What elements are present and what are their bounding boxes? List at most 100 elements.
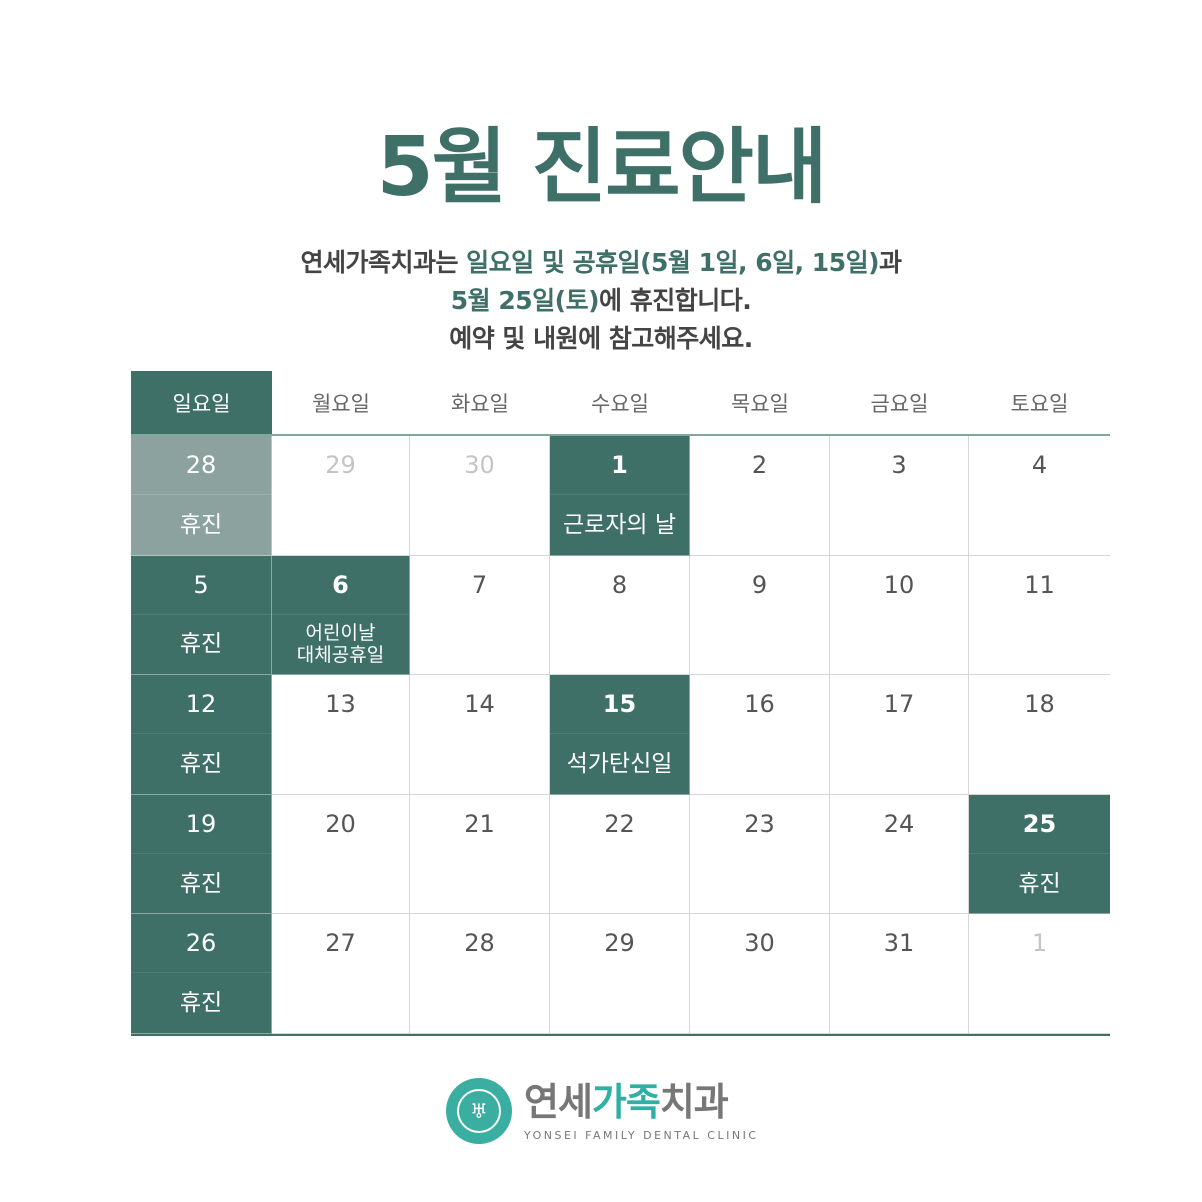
day-number: 31 bbox=[883, 929, 915, 958]
day-label: 휴진 bbox=[131, 972, 271, 1033]
calendar-day: 20 bbox=[272, 794, 410, 915]
day-label bbox=[969, 494, 1110, 555]
day-label: 휴진 bbox=[131, 733, 271, 794]
calendar-grid: 28 휴진 29 30 1 근로자의 날 2 3 4 5 휴진 6 어린이날 대체공휴일 7 8 9 10 11 1… bbox=[131, 436, 1110, 1036]
logo-korean: 연세가족치과 bbox=[524, 1079, 729, 1124]
day-number: 1 bbox=[1031, 929, 1048, 958]
day-number: 18 bbox=[1024, 690, 1055, 719]
page-title: 5월 진료안내 bbox=[376, 120, 828, 215]
weekday-header-cell: 월요일 bbox=[312, 391, 370, 416]
notice-text: 에 휴진합니다. bbox=[599, 286, 752, 315]
day-number: 5 bbox=[193, 570, 209, 599]
calendar-day: 3 bbox=[830, 436, 969, 556]
calendar-day: 6 어린이날 대체공휴일 bbox=[272, 555, 410, 676]
day-label: 어린이날 대체공휴일 bbox=[272, 613, 409, 675]
clinic-logo: ♅ 연세가족치과 YONSEI FAMILY DENTAL CLINIC bbox=[446, 1078, 759, 1144]
day-number: 30 bbox=[464, 451, 495, 479]
day-label: 휴진 bbox=[131, 494, 271, 555]
calendar-day: 26 휴진 bbox=[131, 914, 272, 1034]
day-label bbox=[272, 853, 409, 914]
yonsei-seal-icon: ♅ bbox=[446, 1078, 512, 1144]
calendar-day: 27 bbox=[272, 914, 410, 1034]
calendar-day: 8 bbox=[550, 555, 690, 676]
weekday-header-cell: 토요일 bbox=[1010, 391, 1069, 416]
day-number: 29 bbox=[325, 451, 356, 479]
day-number: 24 bbox=[883, 809, 915, 838]
weekday-header: 일요일 월요일 화요일 수요일 목요일 금요일 토요일 bbox=[131, 371, 1110, 436]
calendar-day: 18 bbox=[969, 675, 1110, 795]
day-number: 16 bbox=[744, 690, 775, 719]
calendar-day: 7 bbox=[410, 555, 550, 676]
day-number: 17 bbox=[883, 690, 915, 719]
calendar-day: 14 bbox=[410, 675, 550, 795]
closure-notice: 연세가족치과는 일요일 및 공휴일(5월 1일, 6일, 15일)과 5월 25… bbox=[0, 244, 1202, 358]
day-number: 8 bbox=[611, 570, 628, 599]
calendar-day: 31 bbox=[830, 914, 969, 1034]
calendar-day: 1 bbox=[969, 914, 1110, 1034]
weekday-header-cell: 화요일 bbox=[451, 391, 509, 416]
notice-highlight: 일요일 및 공휴일(5월 1일, 6일, 15일) bbox=[466, 248, 880, 277]
day-number: 7 bbox=[471, 570, 488, 599]
day-number: 11 bbox=[1024, 570, 1055, 599]
notice-text: 연세가족치과는 bbox=[300, 248, 467, 277]
weekday-header-cell: 목요일 bbox=[731, 391, 789, 416]
notice-line-2: 5월 25일(토)에 휴진합니다. bbox=[0, 282, 1202, 320]
day-number: 29 bbox=[604, 929, 635, 958]
day-label bbox=[969, 733, 1110, 794]
day-label: 석가탄신일 bbox=[550, 733, 689, 794]
logo-english: YONSEI FAMILY DENTAL CLINIC bbox=[524, 1128, 759, 1142]
day-number: 2 bbox=[751, 451, 768, 479]
calendar-day: 15 석가탄신일 bbox=[550, 675, 690, 795]
day-label bbox=[830, 733, 968, 794]
day-label bbox=[830, 972, 968, 1033]
day-label: 근로자의 날 bbox=[550, 494, 689, 555]
day-label bbox=[410, 733, 549, 794]
day-label bbox=[969, 972, 1110, 1033]
notice-text: 과 bbox=[879, 248, 902, 277]
day-number: 25 bbox=[1022, 809, 1057, 838]
day-label bbox=[410, 972, 549, 1033]
calendar-day: 22 bbox=[550, 794, 690, 915]
day-label bbox=[830, 853, 968, 914]
day-number: 20 bbox=[325, 809, 356, 838]
day-number: 1 bbox=[611, 451, 628, 479]
day-number: 26 bbox=[185, 929, 217, 958]
calendar-day: 4 bbox=[969, 436, 1110, 556]
calendar-day: 2 bbox=[690, 436, 830, 556]
day-number: 23 bbox=[744, 809, 775, 838]
calendar-day: 13 bbox=[272, 675, 410, 795]
day-label bbox=[690, 972, 829, 1033]
calendar-day: 16 bbox=[690, 675, 830, 795]
day-number: 30 bbox=[744, 929, 775, 958]
notice-line-3: 예약 및 내원에 참고해주세요. bbox=[449, 324, 753, 353]
day-number: 19 bbox=[185, 809, 217, 838]
calendar-day: 28 bbox=[410, 914, 550, 1034]
day-number: 12 bbox=[185, 690, 217, 719]
day-label: 휴진 bbox=[131, 613, 271, 675]
day-number: 3 bbox=[891, 451, 907, 479]
calendar-day: 24 bbox=[830, 794, 969, 915]
notice-highlight: 5월 25일(토) bbox=[450, 286, 600, 315]
calendar-day: 28 휴진 bbox=[131, 436, 272, 556]
weekday-header-cell: 일요일 bbox=[131, 371, 272, 434]
calendar-day: 30 bbox=[410, 436, 550, 556]
day-label bbox=[969, 614, 1110, 675]
calendar-day: 12 휴진 bbox=[131, 675, 272, 795]
day-number: 6 bbox=[332, 570, 349, 599]
day-number: 28 bbox=[464, 929, 495, 958]
day-label bbox=[690, 733, 829, 794]
day-label bbox=[410, 853, 549, 914]
calendar-day: 9 bbox=[690, 555, 830, 676]
calendar-day: 21 bbox=[410, 794, 550, 915]
day-number: 13 bbox=[325, 690, 356, 719]
day-label bbox=[272, 494, 409, 555]
day-label bbox=[550, 853, 689, 914]
day-number: 15 bbox=[602, 690, 637, 719]
day-label bbox=[550, 614, 689, 675]
calendar-day: 30 bbox=[690, 914, 830, 1034]
day-number: 28 bbox=[185, 451, 217, 479]
day-label bbox=[690, 494, 829, 555]
day-number: 9 bbox=[751, 570, 768, 599]
weekday-header-cell: 금요일 bbox=[870, 391, 929, 416]
calendar-day: 10 bbox=[830, 555, 969, 676]
